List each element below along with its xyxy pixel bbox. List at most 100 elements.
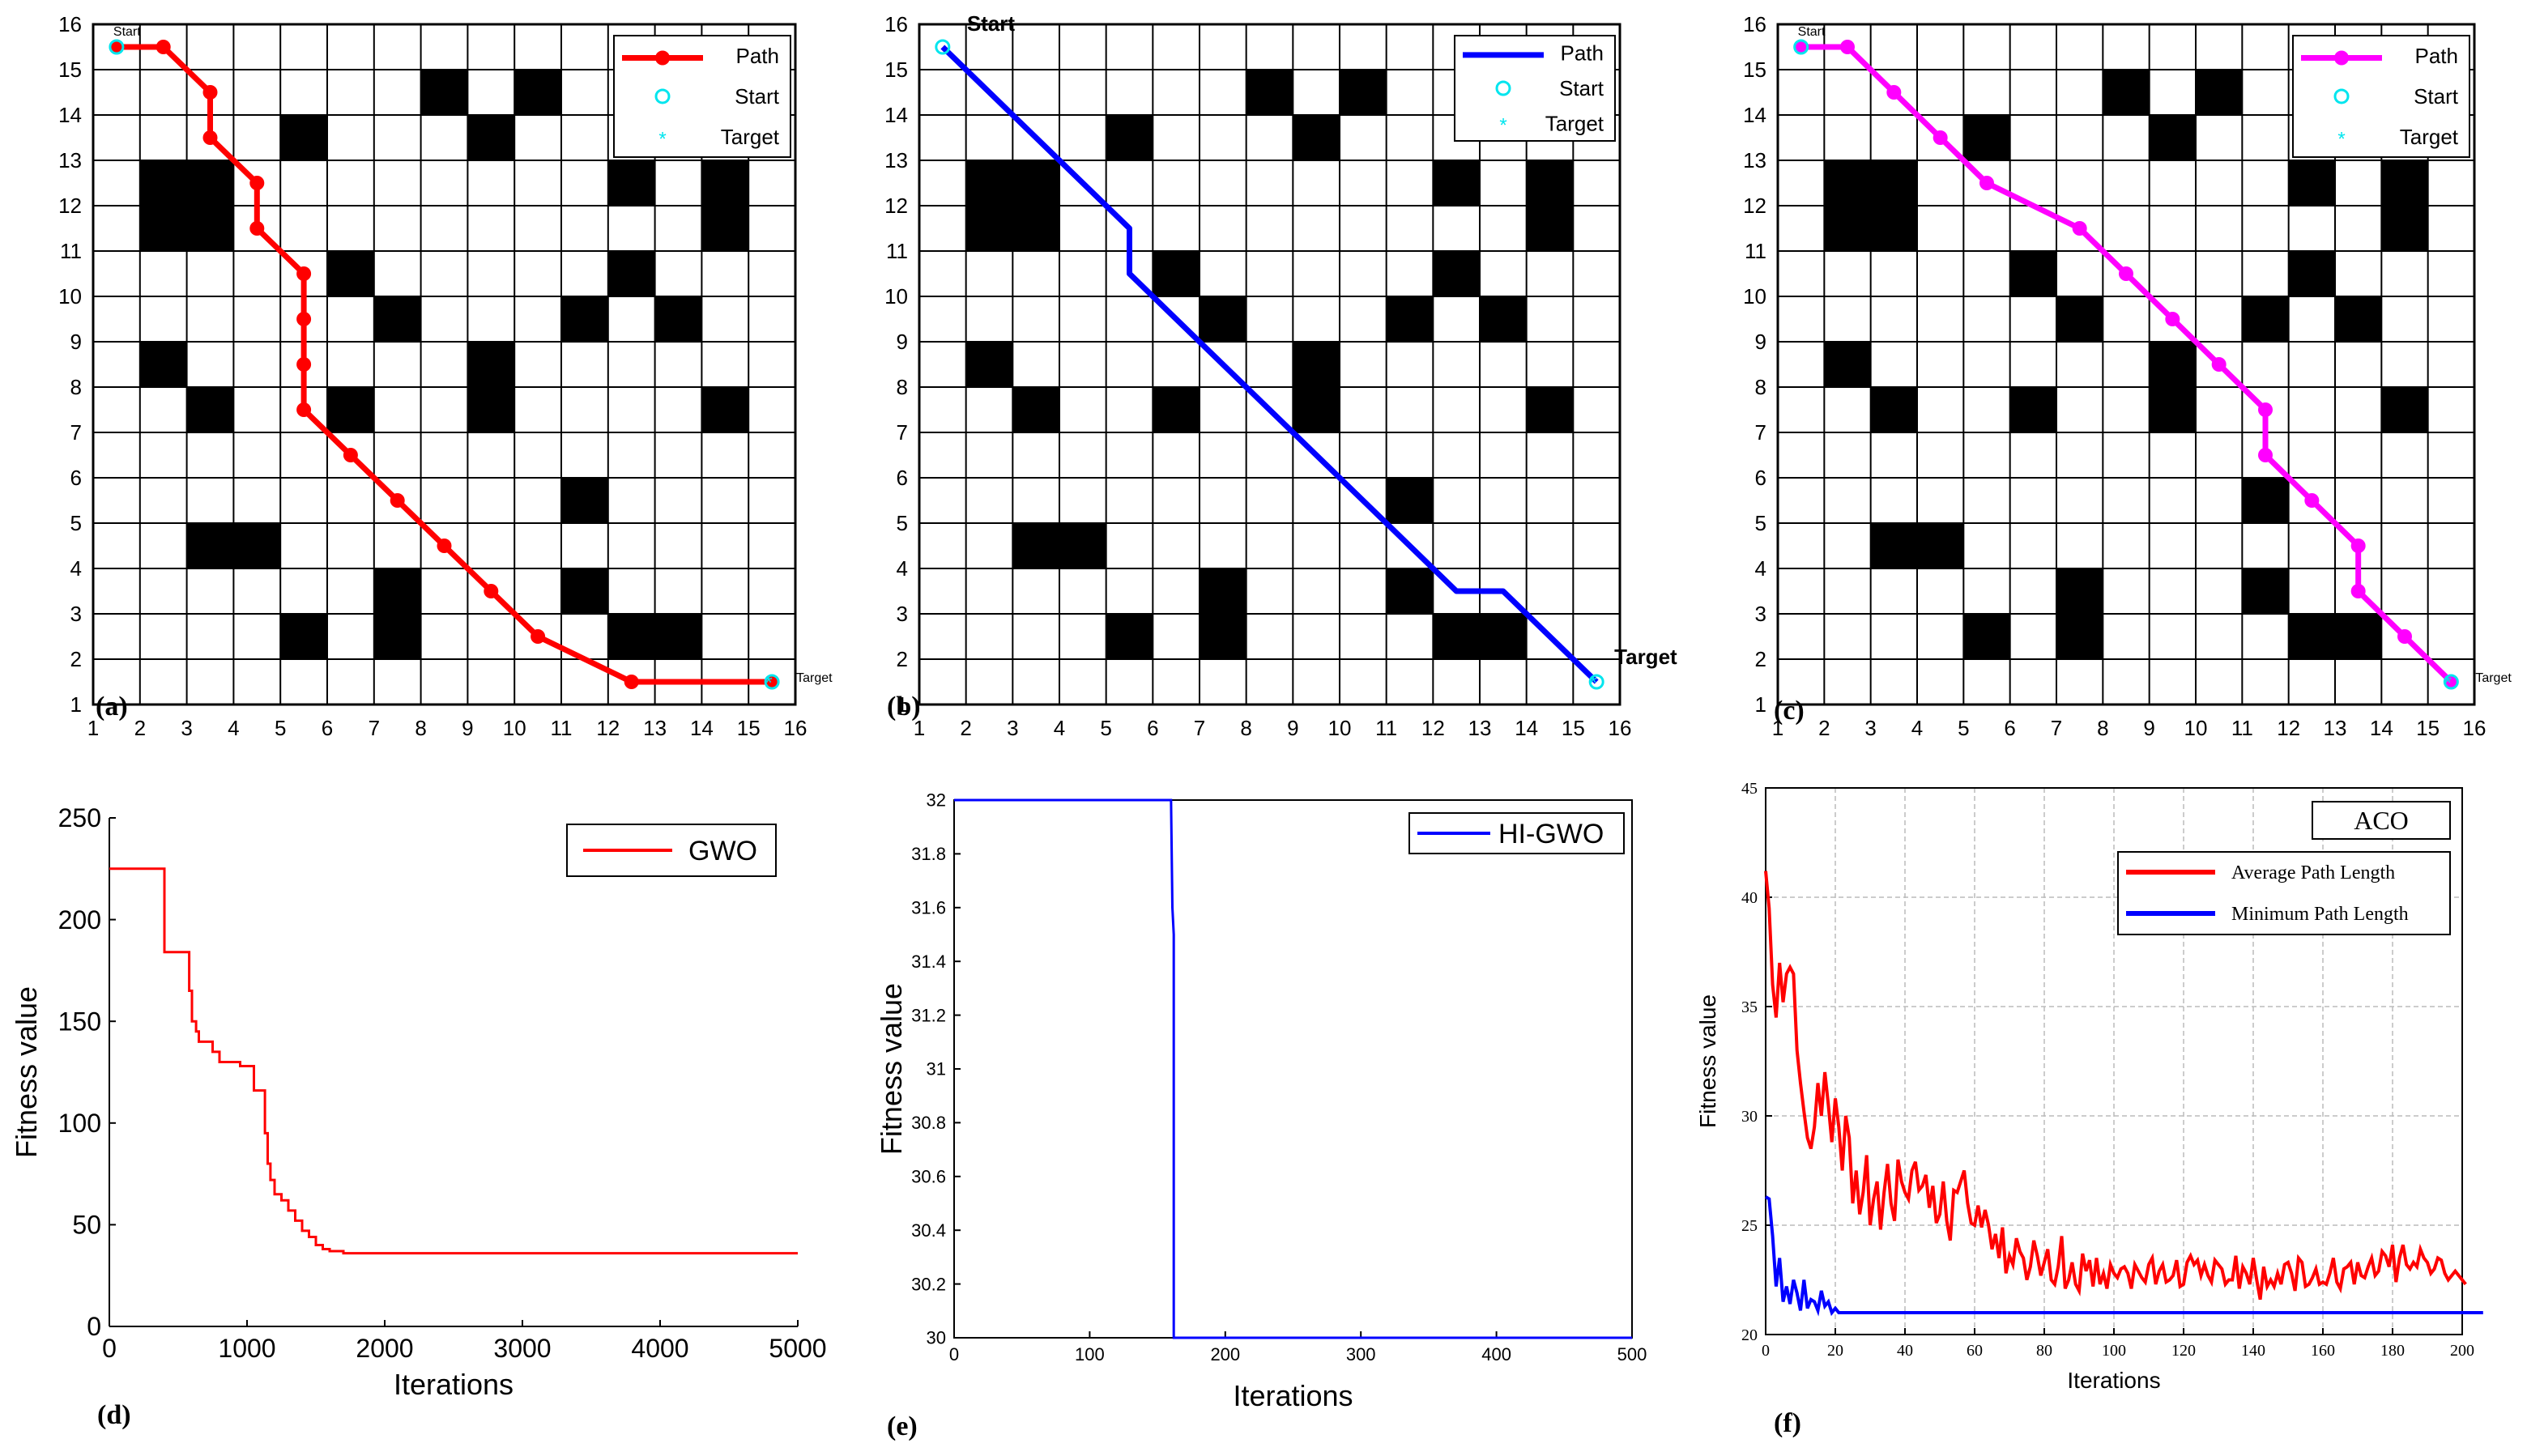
path-point xyxy=(390,493,405,508)
x-tick-label: 2 xyxy=(960,716,971,740)
obstacle-cell xyxy=(607,251,655,296)
path-point xyxy=(2304,493,2320,508)
y-tick-label: 30.2 xyxy=(911,1274,946,1294)
legend-label: Target xyxy=(721,125,780,149)
x-tick-label: 11 xyxy=(2231,716,2253,740)
path-point xyxy=(1793,40,1809,54)
y-tick-label: 1 xyxy=(897,692,908,717)
y-tick-label: 14 xyxy=(58,103,82,127)
x-tick-label: 9 xyxy=(1287,716,1298,740)
y-tick-label: 31 xyxy=(927,1059,946,1079)
obstacle-cell xyxy=(2288,251,2335,296)
y-tick-label: 3 xyxy=(70,602,82,626)
legend-label: Start xyxy=(1559,76,1604,100)
obstacle-cell xyxy=(2056,296,2103,342)
x-tick-label: 180 xyxy=(2380,1342,2405,1360)
y-tick-label: 5 xyxy=(1755,511,1766,535)
x-tick-label: 3000 xyxy=(493,1334,551,1363)
x-tick-label: 10 xyxy=(503,716,526,740)
path-point xyxy=(296,266,312,281)
path-point xyxy=(1933,130,1948,145)
series-line xyxy=(109,867,798,1255)
y-tick-label: 35 xyxy=(1741,998,1758,1016)
x-tick-label: 13 xyxy=(643,716,667,740)
x-tick-label: 10 xyxy=(1328,716,1352,740)
obstacle-cell xyxy=(2242,568,2289,614)
obstacle-cell xyxy=(561,478,608,523)
obstacle-cell xyxy=(514,70,561,115)
x-tick-label: 9 xyxy=(2143,716,2154,740)
y-tick-label: 10 xyxy=(1743,284,1766,309)
x-tick-label: 14 xyxy=(690,716,714,740)
y-tick-label: 45 xyxy=(1741,780,1758,798)
obstacle-cell xyxy=(467,115,515,160)
target-star: * xyxy=(765,672,772,694)
legend-target-marker: * xyxy=(1499,115,1506,137)
y-tick-label: 12 xyxy=(58,194,82,218)
path-point xyxy=(2119,266,2133,281)
obstacle-cell xyxy=(1293,115,1340,160)
y-tick-label: 8 xyxy=(1755,375,1766,399)
y-tick-label: 9 xyxy=(70,330,82,354)
x-tick-label: 2 xyxy=(134,716,146,740)
x-tick-label: 14 xyxy=(1515,716,1538,740)
target-annotation: Target xyxy=(2475,671,2512,685)
path-point xyxy=(1840,40,1855,54)
legend-label: Path xyxy=(1561,41,1604,66)
x-tick-label: 1000 xyxy=(218,1334,275,1363)
obstacle-cell xyxy=(1386,296,1434,342)
legend-path-marker xyxy=(2334,50,2349,66)
path-point xyxy=(2165,312,2180,326)
y-tick-label: 9 xyxy=(897,330,908,354)
obstacle-cell xyxy=(1963,614,2010,659)
x-tick-label: 4 xyxy=(1054,716,1065,740)
y-tick-label: 6 xyxy=(1755,466,1766,490)
x-tick-label: 20 xyxy=(1827,1342,1843,1360)
x-tick-label: 160 xyxy=(2311,1342,2335,1360)
path-line xyxy=(940,45,1599,684)
target-star: * xyxy=(2444,672,2452,694)
y-tick-label: 16 xyxy=(884,12,908,36)
x-tick-label: 9 xyxy=(462,716,473,740)
y-tick-label: 7 xyxy=(1755,420,1766,445)
legend-path-marker xyxy=(655,50,670,66)
series-line xyxy=(1764,871,2467,1301)
obstacle-cell xyxy=(327,251,374,296)
obstacle-cell xyxy=(1153,251,1200,296)
x-tick-label: 13 xyxy=(1468,716,1492,740)
path-point xyxy=(2258,448,2273,462)
y-tick-label: 4 xyxy=(1755,556,1766,581)
path-point xyxy=(296,312,312,326)
path-point xyxy=(2072,221,2087,236)
panel-f: 0 20 40 60 80 100 120 140 160 180 200202530354045I… xyxy=(1695,780,2483,1438)
legend-label: Path xyxy=(2415,44,2459,68)
y-tick-label: 5 xyxy=(897,511,908,535)
y-tick-label: 8 xyxy=(70,375,82,399)
obstacle-cell xyxy=(561,568,608,614)
start-annotation: Start xyxy=(967,11,1016,36)
path-point xyxy=(296,402,312,417)
y-tick-label: 30 xyxy=(927,1328,946,1348)
start-annotation: Start xyxy=(113,25,141,39)
x-tick-label: 6 xyxy=(1147,716,1158,740)
target-marker xyxy=(2443,674,2459,690)
obstacle-cell xyxy=(280,614,327,659)
y-tick-label: 2 xyxy=(70,647,82,671)
obstacle-cell xyxy=(1526,387,1574,432)
y-tick-label: 3 xyxy=(897,602,908,626)
x-tick-label: 8 xyxy=(2097,716,2108,740)
obstacle-cell xyxy=(2381,387,2428,432)
y-tick-label: 31.8 xyxy=(911,844,946,864)
path-point xyxy=(624,675,639,689)
legend-target-marker: * xyxy=(2337,129,2345,151)
path-point xyxy=(2350,584,2366,598)
x-tick-label: 8 xyxy=(415,716,426,740)
panel-label: (a) xyxy=(96,692,128,722)
x-tick-label: 14 xyxy=(2370,716,2393,740)
x-tick-label: 4 xyxy=(228,716,239,740)
y-tick-label: 8 xyxy=(897,375,908,399)
x-tick-label: 0 xyxy=(949,1344,959,1364)
title-box-label: ACO xyxy=(2354,806,2409,835)
x-tick-label: 0 xyxy=(102,1334,117,1363)
panel-c: 1122334455667788991010111112121313141415… xyxy=(1743,12,2512,740)
